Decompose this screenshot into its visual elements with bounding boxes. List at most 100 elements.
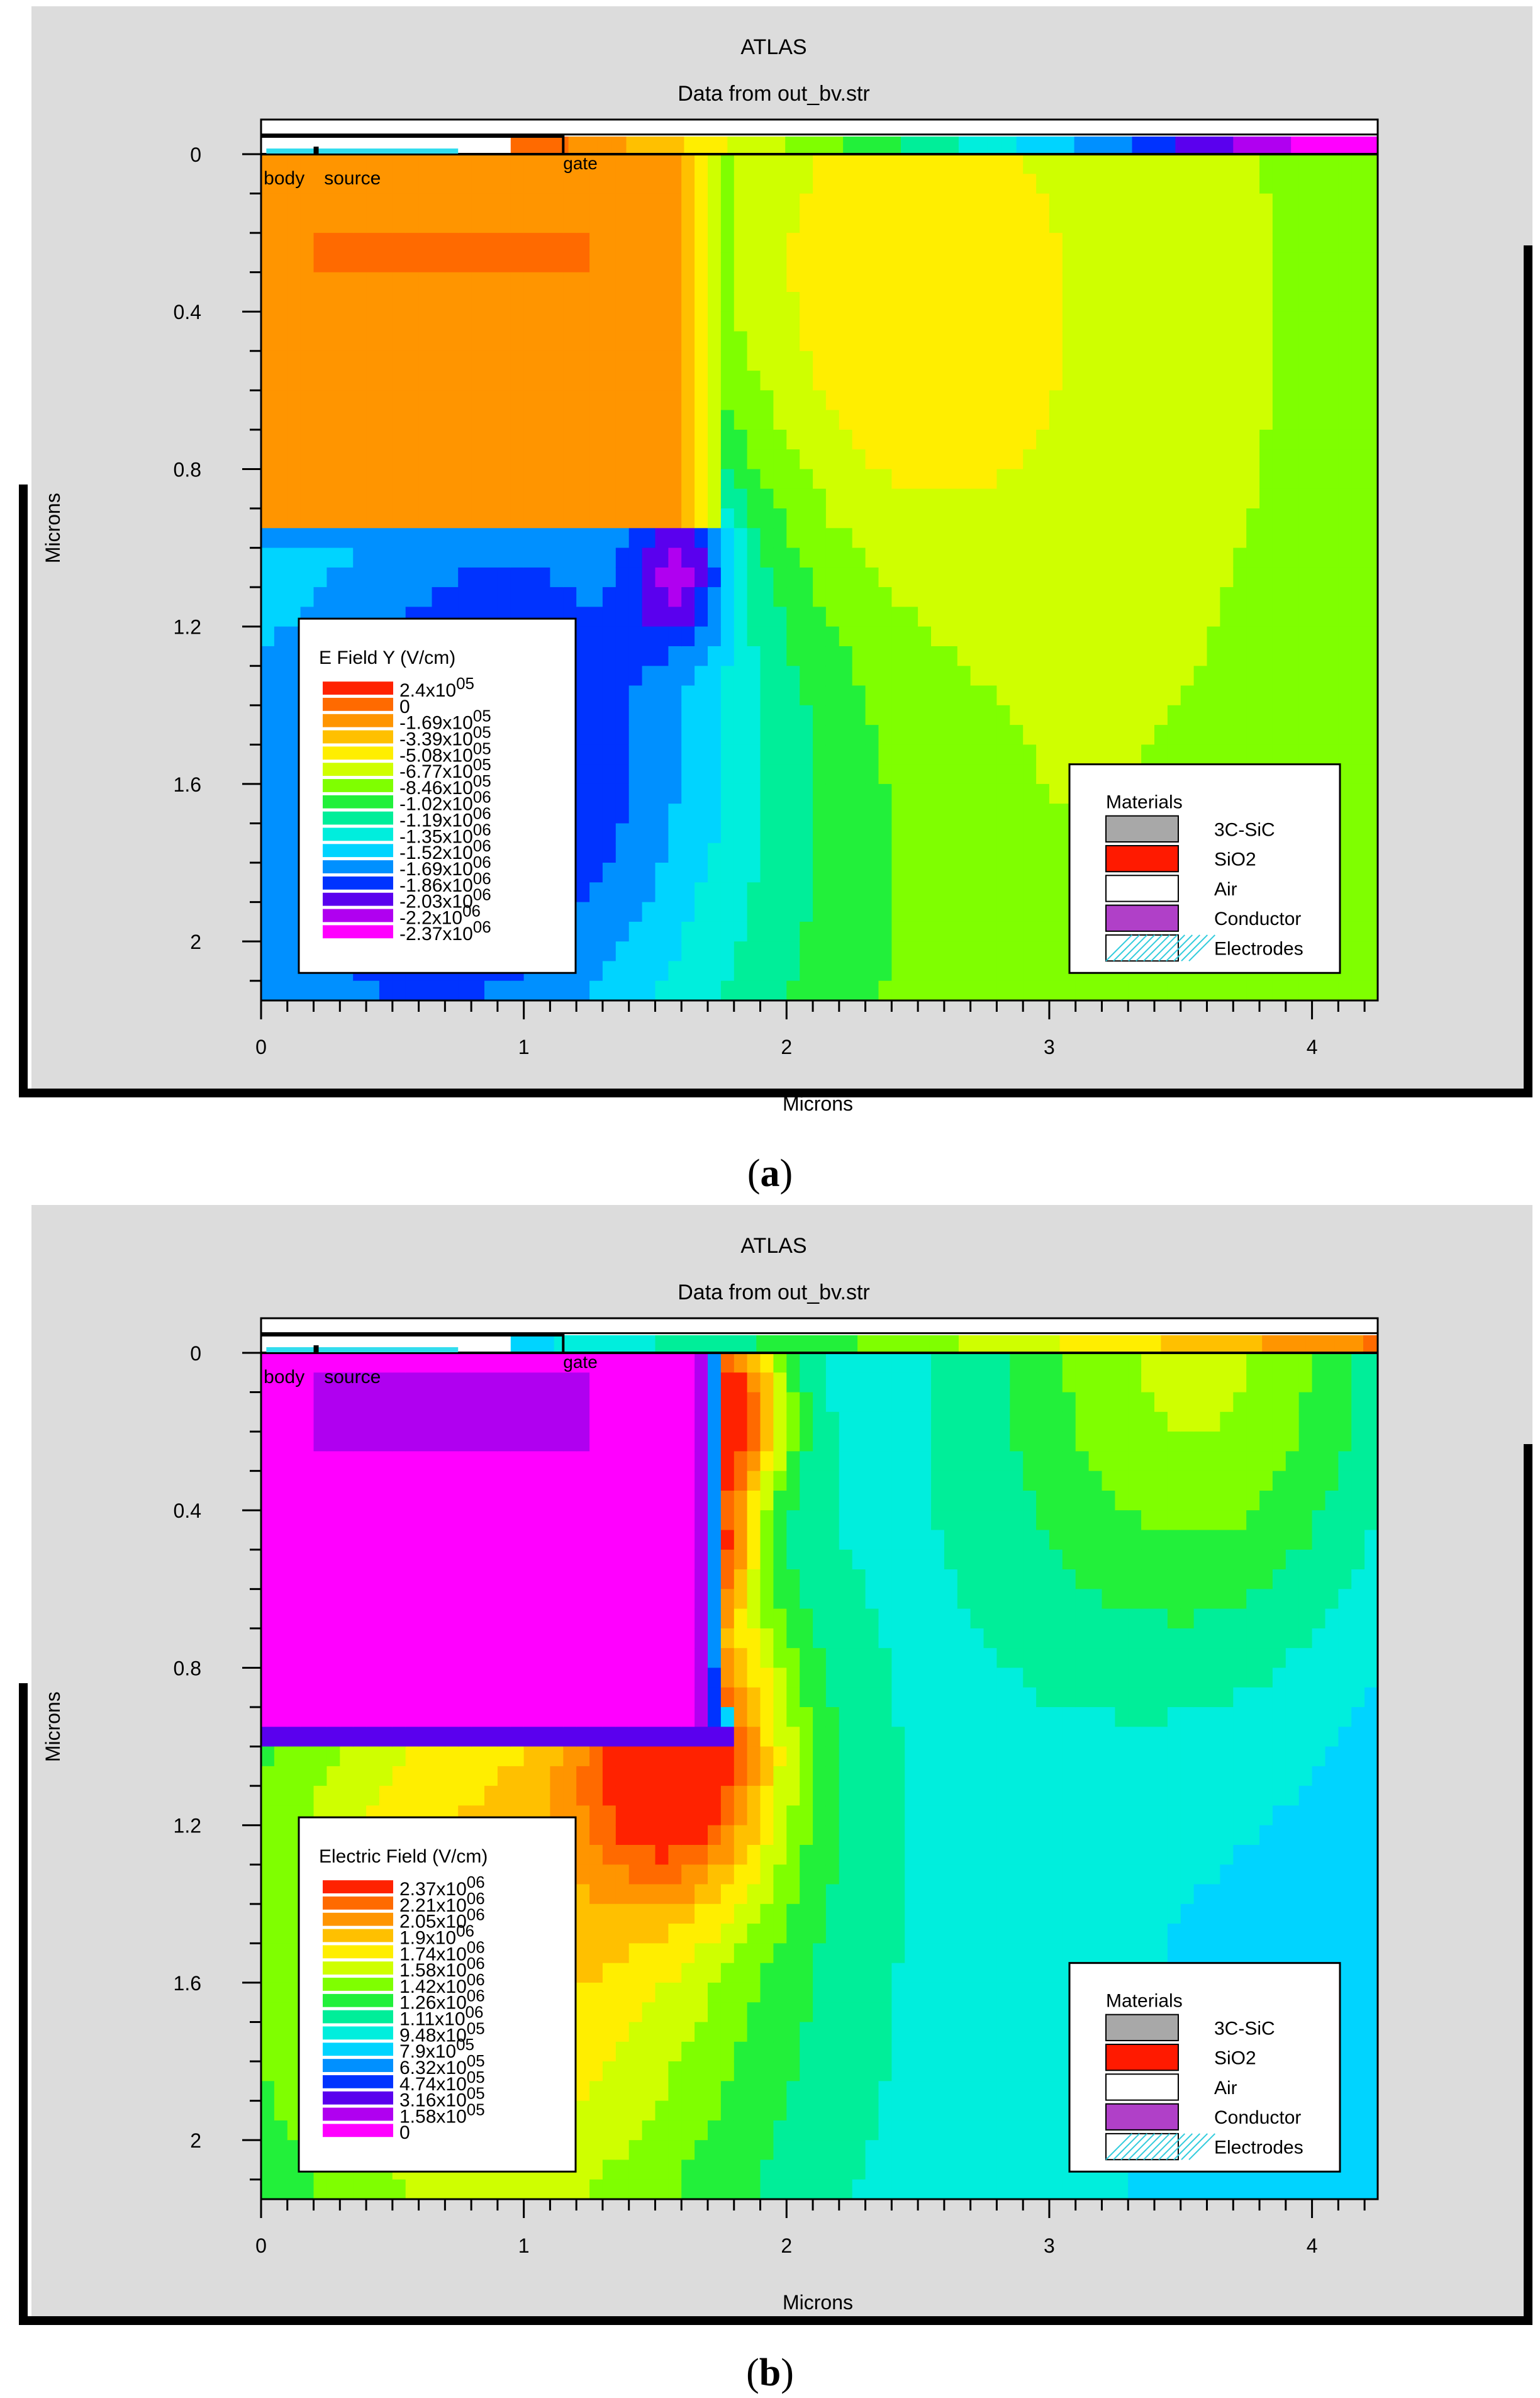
field-cell bbox=[708, 725, 722, 746]
field-cell bbox=[1154, 331, 1168, 352]
field-cell bbox=[773, 174, 788, 194]
field-cell bbox=[720, 311, 735, 332]
field-cell bbox=[300, 350, 315, 371]
field-cell bbox=[287, 744, 301, 765]
field-cell bbox=[1246, 154, 1260, 175]
field-cell bbox=[576, 1864, 590, 1885]
field-cell bbox=[996, 902, 1011, 922]
field-cell bbox=[261, 1353, 275, 1374]
field-cell bbox=[1364, 233, 1378, 254]
field-cell bbox=[602, 547, 617, 568]
field-cell bbox=[445, 980, 459, 1001]
field-cell bbox=[825, 823, 840, 844]
field-cell bbox=[760, 843, 774, 863]
field-cell bbox=[537, 449, 551, 470]
field-cell bbox=[366, 272, 380, 293]
field-cell bbox=[747, 567, 761, 588]
field-cell bbox=[261, 567, 275, 588]
field-cell bbox=[813, 921, 827, 942]
field-cell bbox=[695, 508, 708, 529]
field-cell bbox=[628, 764, 643, 785]
field-cell bbox=[1351, 607, 1365, 627]
field-cell bbox=[905, 272, 918, 293]
field-cell bbox=[800, 882, 813, 903]
field-cell bbox=[1102, 685, 1116, 706]
field-cell bbox=[957, 429, 971, 450]
field-cell bbox=[813, 371, 827, 391]
field-cell bbox=[405, 350, 420, 371]
field-cell bbox=[944, 174, 958, 194]
field-cell bbox=[760, 607, 774, 627]
field-cell bbox=[918, 587, 932, 608]
field-cell bbox=[1312, 410, 1326, 430]
field-cell bbox=[340, 1648, 354, 1669]
field-cell bbox=[839, 783, 853, 804]
field-cell bbox=[1351, 488, 1365, 509]
field-cell bbox=[839, 371, 853, 391]
field-cell bbox=[983, 961, 998, 982]
field-cell bbox=[1167, 213, 1181, 233]
field-cell bbox=[261, 646, 275, 667]
field-cell bbox=[695, 193, 708, 214]
field-cell bbox=[655, 174, 669, 194]
field-cell bbox=[602, 410, 617, 430]
field-cell bbox=[825, 587, 840, 608]
field-cell bbox=[510, 272, 525, 293]
field-cell bbox=[484, 350, 498, 371]
field-cell bbox=[1325, 528, 1339, 549]
field-cell bbox=[1075, 252, 1090, 273]
field-cell bbox=[1010, 980, 1024, 1001]
field-cell bbox=[839, 390, 853, 411]
field-cell bbox=[1049, 193, 1063, 214]
field-cell bbox=[983, 174, 998, 194]
field-cell bbox=[471, 410, 485, 430]
field-cell bbox=[1298, 666, 1313, 686]
field-cell bbox=[300, 1589, 315, 1610]
field-cell bbox=[720, 705, 735, 726]
field-cell bbox=[1207, 547, 1221, 568]
field-cell bbox=[1049, 666, 1063, 686]
field-cell bbox=[340, 587, 354, 608]
field-cell bbox=[300, 508, 315, 529]
field-cell bbox=[300, 233, 315, 254]
field-cell bbox=[274, 233, 288, 254]
field-cell bbox=[1207, 567, 1221, 588]
field-cell bbox=[1351, 272, 1365, 293]
field-cell bbox=[931, 783, 945, 804]
field-cell bbox=[773, 823, 788, 844]
field-cell bbox=[825, 429, 840, 450]
field-cell bbox=[668, 311, 683, 332]
field-cell bbox=[1272, 528, 1286, 549]
field-cell bbox=[839, 725, 853, 746]
field-cell bbox=[1023, 272, 1037, 293]
field-cell bbox=[681, 410, 695, 430]
field-cell bbox=[589, 744, 603, 765]
field-cell bbox=[628, 154, 643, 175]
field-cell bbox=[1351, 233, 1365, 254]
field-cell bbox=[681, 804, 695, 824]
field-cell bbox=[944, 744, 958, 765]
plot-frame bbox=[260, 133, 1379, 1002]
field-cell bbox=[418, 154, 433, 175]
field-cell bbox=[458, 1746, 472, 1767]
field-cell bbox=[1023, 823, 1037, 844]
field-cell bbox=[537, 1589, 551, 1610]
field-cell bbox=[1141, 292, 1155, 313]
field-cell bbox=[642, 725, 656, 746]
field-cell bbox=[1285, 488, 1300, 509]
field-cell bbox=[1036, 350, 1050, 371]
field-cell bbox=[931, 272, 945, 293]
field-cell bbox=[432, 1766, 446, 1786]
field-cell bbox=[589, 488, 603, 509]
field-cell bbox=[931, 823, 945, 844]
field-cell bbox=[668, 233, 683, 254]
field-cell bbox=[1023, 863, 1037, 883]
field-cell bbox=[326, 469, 341, 490]
field-cell bbox=[523, 193, 538, 214]
field-cell bbox=[800, 823, 813, 844]
field-cell bbox=[471, 1530, 485, 1550]
field-cell bbox=[1272, 311, 1286, 332]
field-cell bbox=[786, 469, 800, 490]
field-cell bbox=[379, 469, 393, 490]
field-cell bbox=[366, 1707, 380, 1728]
